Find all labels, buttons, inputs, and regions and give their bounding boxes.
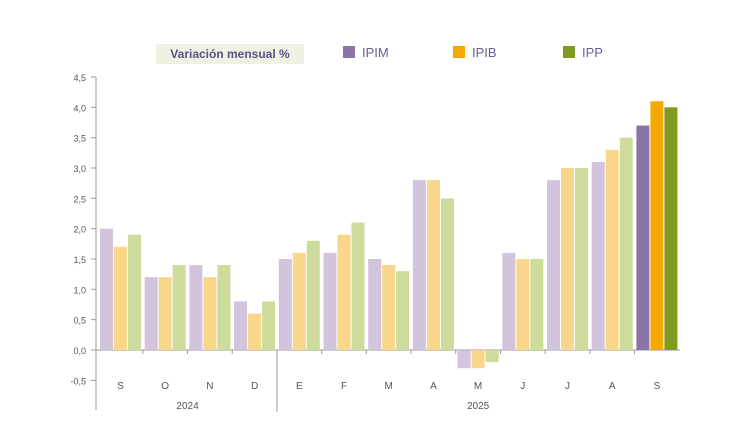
bar-ipib [203, 277, 217, 350]
y-tick-label: 1,0 [73, 285, 86, 295]
bar-ipib [114, 246, 127, 350]
bar-ipib [382, 265, 396, 350]
legend-label-ipib: IPIB [472, 44, 497, 60]
legend-swatch-ipib [453, 46, 465, 58]
bar-ipim [591, 161, 605, 350]
bar-ipib [516, 259, 530, 350]
x-tick-label: A [430, 381, 437, 392]
bar-ipib [650, 101, 664, 351]
x-tick-label: S [117, 381, 124, 392]
bar-ipp [217, 265, 231, 350]
bar-ipib [292, 252, 306, 350]
legend-label-ipp: IPP [582, 44, 603, 60]
bar-ipim [502, 252, 516, 350]
bar-ipp [128, 234, 141, 350]
bar-ipim [636, 125, 650, 351]
y-tick-label: -0,5 [70, 376, 86, 386]
bar-ipib [426, 180, 440, 350]
bar-ipp [619, 137, 633, 350]
x-tick-label: S [654, 381, 661, 392]
x-tick-label: J [565, 381, 570, 392]
year-label: 2024 [176, 401, 199, 412]
bar-ipib [561, 168, 574, 350]
bar-ipib [471, 350, 485, 369]
bar-ipim [547, 180, 560, 350]
legend-title: Variación mensual % [170, 47, 290, 61]
legend-item-ipp: IPP [563, 44, 603, 60]
x-tick-label: J [520, 381, 525, 392]
y-tick-label: 3,5 [73, 134, 86, 144]
y-tick-label: 0,5 [73, 316, 86, 326]
bar-ipim [189, 265, 203, 350]
bar-ipim [144, 277, 158, 350]
bar-ipib [248, 313, 262, 350]
x-tick-label: O [161, 381, 169, 392]
x-tick-label: F [341, 381, 347, 392]
bar-ipp [664, 107, 678, 350]
bar-ipp [351, 222, 365, 350]
legend-swatch-ipp [563, 46, 575, 58]
bar-ipp [530, 259, 544, 350]
bar-ipim [457, 350, 471, 369]
y-tick-label: 1,5 [73, 255, 86, 265]
bar-ipp [172, 265, 186, 350]
x-tick-label: A [609, 381, 616, 392]
y-tick-label: 4,0 [73, 103, 86, 113]
bar-ipib [337, 234, 351, 350]
bar-ipim [234, 301, 248, 350]
bar-ipim [278, 259, 292, 350]
legend-item-ipib: IPIB [453, 44, 497, 60]
legend-title-box: Variación mensual % [156, 44, 304, 64]
y-tick-label: 4,5 [73, 73, 86, 83]
y-tick-label: 2,0 [73, 225, 86, 235]
y-tick-label: 3,0 [73, 164, 86, 174]
y-tick-label: 2,5 [73, 194, 86, 204]
bar-ipib [158, 277, 172, 350]
bar-ipim [323, 252, 337, 350]
year-label: 2025 [467, 401, 490, 412]
bar-ipp [440, 198, 454, 350]
bar-ipp [262, 301, 276, 350]
legend-label-ipim: IPIM [362, 44, 389, 60]
bar-ipim [100, 228, 113, 350]
bar-ipp [485, 350, 499, 363]
x-tick-label: M [385, 381, 393, 392]
legend-item-ipim: IPIM [343, 44, 389, 60]
bar-ipim [412, 180, 426, 350]
bar-ipib [605, 149, 619, 350]
x-tick-label: M [474, 381, 482, 392]
y-tick-label: 0,0 [73, 346, 86, 356]
bar-ipp [306, 240, 320, 350]
x-tick-label: E [296, 381, 303, 392]
bar-ipim [368, 259, 382, 350]
x-tick-label: N [206, 381, 213, 392]
bar-ipp [396, 271, 410, 350]
legend-swatch-ipim [343, 46, 355, 58]
x-tick-label: D [251, 381, 258, 392]
bar-ipp [575, 168, 588, 350]
